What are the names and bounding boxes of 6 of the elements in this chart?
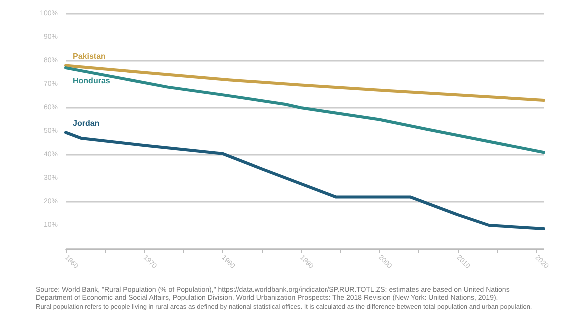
series-label: Jordan	[73, 119, 100, 128]
series-label: Honduras	[73, 76, 111, 86]
line-series	[64, 66, 546, 154]
series-label: Pakistan	[73, 52, 106, 62]
line-series	[64, 131, 546, 231]
line-series	[64, 64, 546, 102]
